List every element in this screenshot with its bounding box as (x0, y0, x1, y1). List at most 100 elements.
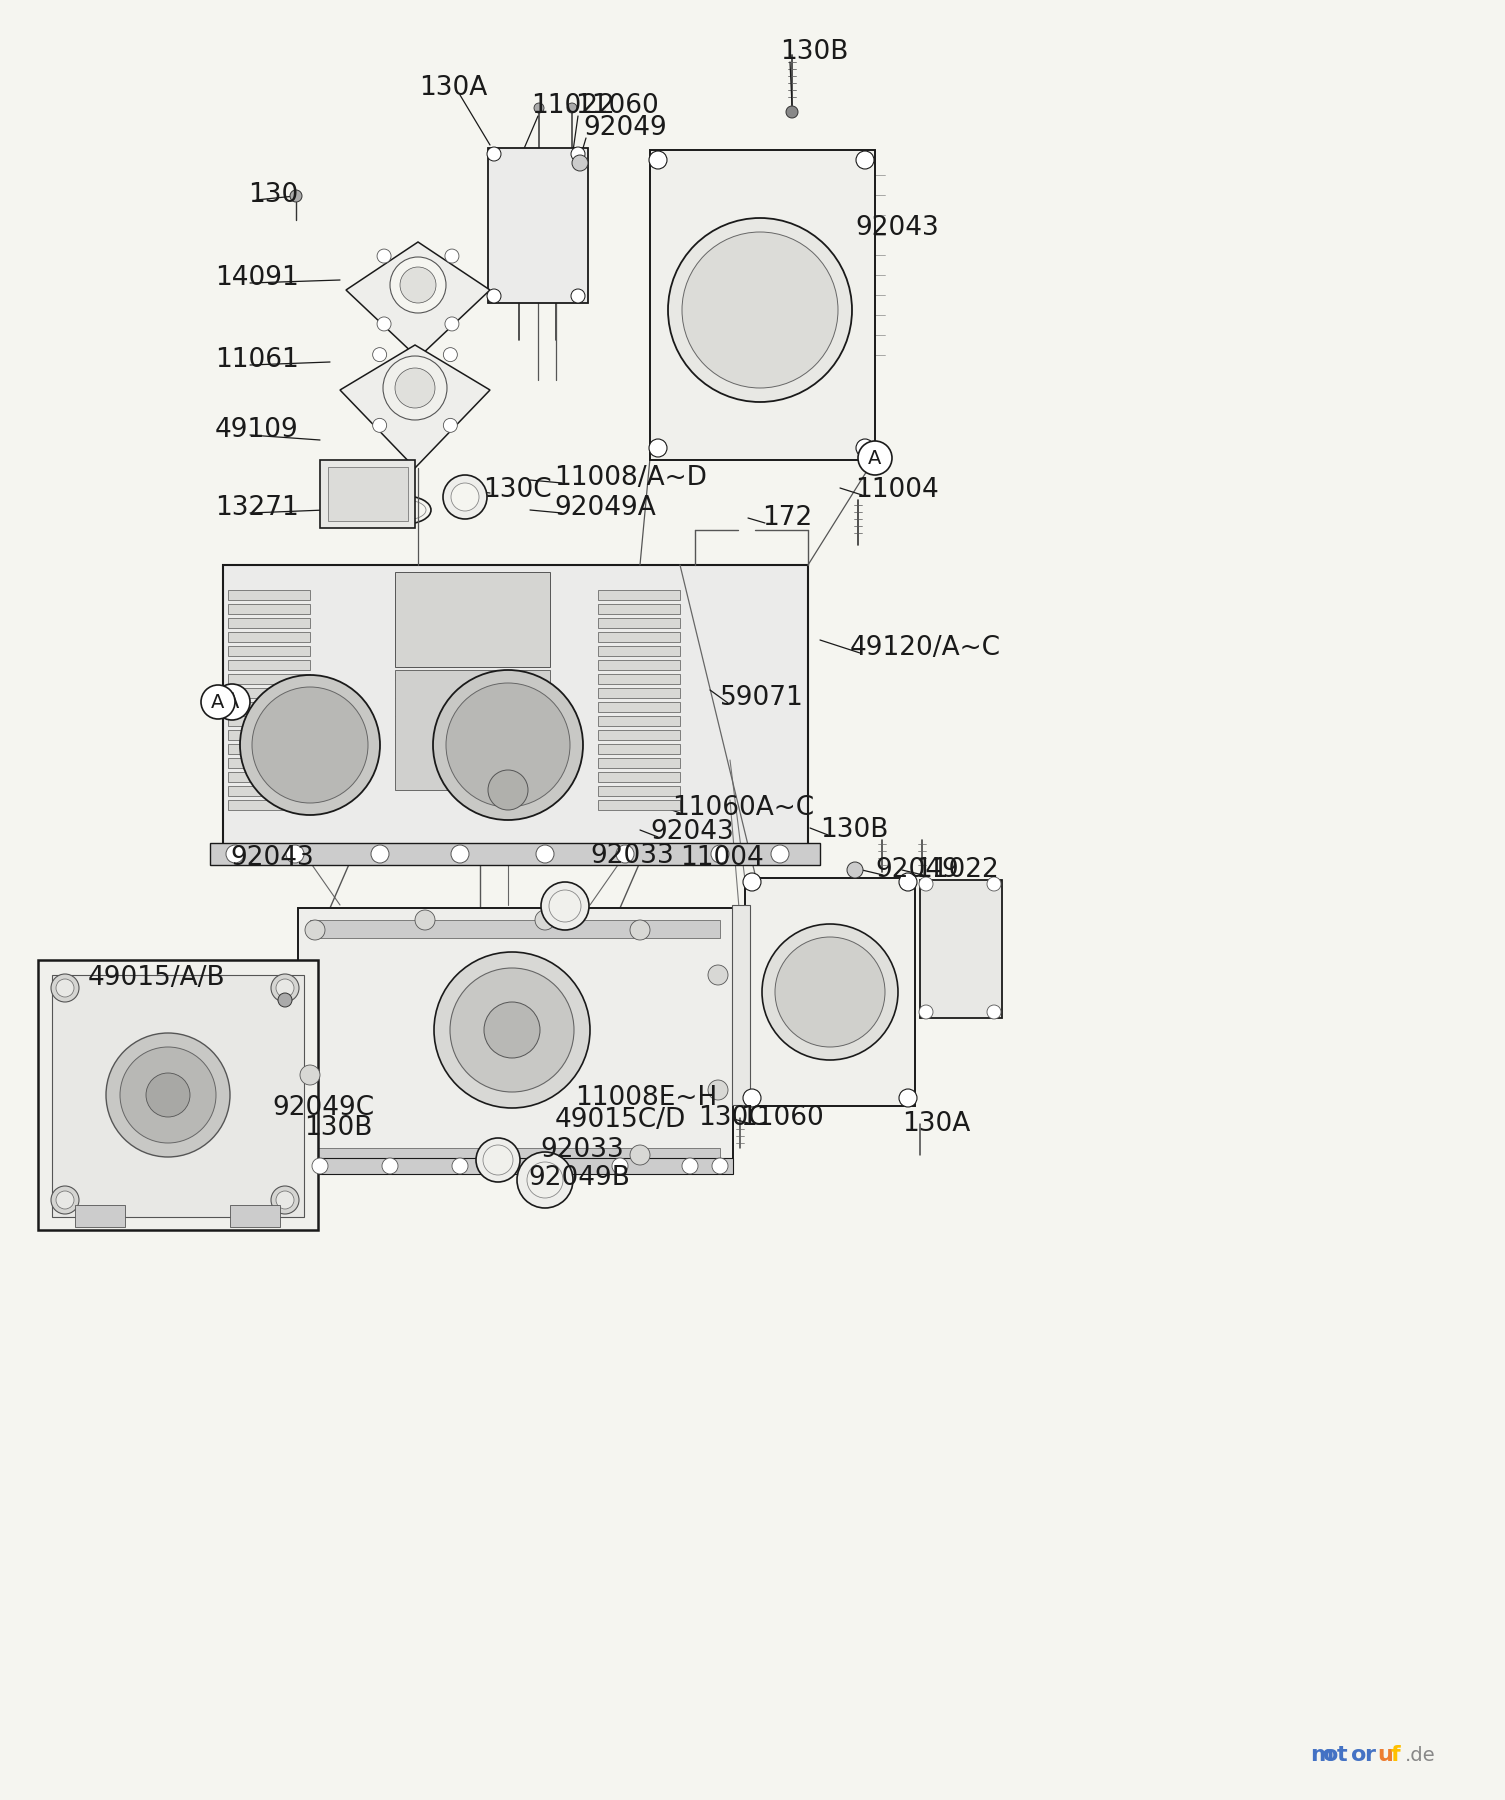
Circle shape (299, 1066, 321, 1085)
Circle shape (476, 1138, 521, 1183)
Bar (597, 590, 680, 599)
Text: u: u (1377, 1744, 1394, 1766)
Text: 11004: 11004 (680, 844, 763, 871)
Circle shape (275, 979, 293, 997)
Text: 130B: 130B (820, 817, 888, 842)
Bar (597, 772, 680, 781)
Text: 92033: 92033 (590, 842, 674, 869)
Text: 92043: 92043 (230, 844, 313, 871)
Bar (394, 572, 549, 668)
Text: 172: 172 (762, 506, 813, 531)
Circle shape (518, 1152, 573, 1208)
Circle shape (56, 1192, 74, 1210)
Circle shape (572, 155, 588, 171)
Bar (211, 842, 820, 866)
Text: 49109: 49109 (215, 418, 299, 443)
Bar (298, 907, 733, 1159)
Circle shape (378, 317, 391, 331)
Bar (227, 743, 310, 754)
Circle shape (613, 1157, 628, 1174)
Text: 59071: 59071 (719, 686, 804, 711)
Text: 11008/A~D: 11008/A~D (554, 464, 707, 491)
Text: 49015/A/B: 49015/A/B (87, 965, 226, 992)
Circle shape (920, 877, 933, 891)
Circle shape (202, 686, 235, 718)
Bar (227, 758, 310, 769)
Circle shape (488, 290, 501, 302)
Circle shape (567, 103, 576, 113)
Bar (310, 920, 719, 938)
Text: 92033: 92033 (540, 1138, 623, 1163)
Bar (227, 673, 310, 684)
Circle shape (534, 103, 543, 113)
Text: m: m (1309, 1744, 1333, 1766)
Text: 130: 130 (248, 182, 298, 209)
Bar (227, 772, 310, 781)
Circle shape (786, 106, 798, 119)
Text: 130C: 130C (698, 1105, 766, 1130)
Bar (731, 905, 749, 1105)
Circle shape (146, 1073, 190, 1118)
Circle shape (271, 974, 299, 1003)
Circle shape (531, 1157, 548, 1174)
Circle shape (415, 911, 435, 931)
Circle shape (707, 1080, 728, 1100)
Polygon shape (346, 241, 491, 358)
Text: 49120/A~C: 49120/A~C (850, 635, 1001, 661)
Text: 92049C: 92049C (272, 1094, 375, 1121)
Circle shape (682, 232, 838, 389)
Circle shape (898, 1089, 917, 1107)
Circle shape (278, 994, 292, 1006)
Circle shape (444, 418, 458, 432)
Text: 130C: 130C (483, 477, 552, 502)
Text: 92043: 92043 (855, 214, 939, 241)
Circle shape (400, 266, 436, 302)
Text: r: r (1364, 1744, 1376, 1766)
Bar (223, 565, 808, 860)
Text: 11022: 11022 (531, 94, 614, 119)
Circle shape (444, 347, 458, 362)
Circle shape (920, 1004, 933, 1019)
Bar (597, 702, 680, 713)
Text: A: A (211, 693, 224, 711)
Circle shape (433, 670, 582, 821)
Circle shape (452, 482, 479, 511)
Circle shape (373, 418, 387, 432)
Text: A: A (224, 691, 239, 713)
Bar (597, 758, 680, 769)
Text: 11061: 11061 (215, 347, 299, 373)
Circle shape (239, 675, 379, 815)
Circle shape (847, 862, 862, 878)
Bar (328, 466, 408, 520)
Circle shape (712, 1157, 728, 1174)
Circle shape (452, 844, 470, 862)
Text: 130B: 130B (780, 40, 849, 65)
Circle shape (290, 191, 303, 202)
Circle shape (707, 965, 728, 985)
Text: 11008E~H: 11008E~H (575, 1085, 718, 1111)
Circle shape (226, 844, 244, 862)
Bar (597, 716, 680, 725)
Circle shape (378, 248, 391, 263)
Bar (227, 787, 310, 796)
Bar (597, 731, 680, 740)
Bar (597, 743, 680, 754)
Circle shape (536, 844, 554, 862)
Circle shape (743, 1089, 762, 1107)
Text: 92049: 92049 (874, 857, 959, 884)
Text: 130A: 130A (901, 1111, 971, 1138)
Text: 14091: 14091 (215, 265, 299, 292)
Bar (227, 702, 310, 713)
Text: o: o (1350, 1744, 1367, 1766)
Circle shape (312, 1157, 328, 1174)
Circle shape (51, 1186, 78, 1213)
Circle shape (540, 882, 588, 931)
Circle shape (858, 441, 892, 475)
Text: 92049B: 92049B (528, 1165, 631, 1192)
Text: 49015C/D: 49015C/D (555, 1107, 686, 1132)
Circle shape (433, 952, 590, 1109)
Text: 130A: 130A (418, 76, 488, 101)
Circle shape (570, 290, 585, 302)
Bar (597, 799, 680, 810)
Circle shape (616, 844, 634, 862)
